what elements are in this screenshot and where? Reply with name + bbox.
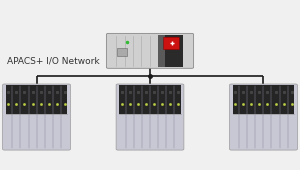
Bar bbox=[232, 85, 294, 114]
FancyBboxPatch shape bbox=[230, 84, 297, 150]
Bar bbox=[119, 85, 181, 114]
Bar bbox=[6, 85, 68, 114]
Bar bbox=[158, 35, 183, 67]
FancyBboxPatch shape bbox=[3, 84, 70, 150]
FancyBboxPatch shape bbox=[164, 37, 179, 50]
Bar bbox=[158, 35, 165, 67]
Bar bbox=[117, 48, 127, 56]
Text: APACS+ I/O Network: APACS+ I/O Network bbox=[7, 57, 99, 66]
FancyBboxPatch shape bbox=[116, 84, 184, 150]
FancyBboxPatch shape bbox=[106, 33, 194, 68]
